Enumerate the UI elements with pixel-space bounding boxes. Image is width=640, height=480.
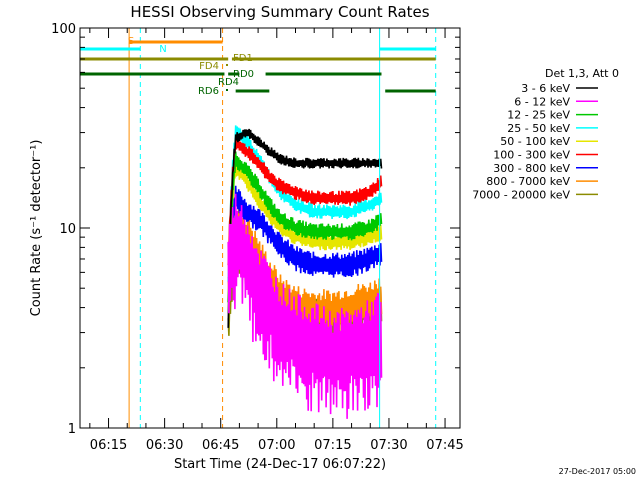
y-axis-label: Count Rate (s⁻¹ detector⁻¹)	[29, 140, 44, 317]
legend-title: Det 1,3, Att 0	[545, 67, 619, 80]
series-line-100-300kev	[227, 137, 383, 266]
series-line-12-25kev	[227, 151, 383, 303]
date-stamp: 27-Dec-2017 05:00	[559, 467, 636, 476]
x-tick-label: 07:00	[258, 438, 295, 453]
legend-label: 6 - 12 keV	[514, 95, 570, 108]
x-tick-label: 07:45	[426, 438, 463, 453]
chart-title: HESSI Observing Summary Count Rates	[130, 3, 429, 21]
flag-dot-fd4	[226, 64, 228, 66]
x-tick-label: 07:30	[370, 438, 407, 453]
flag-label-rd0: RD0	[233, 69, 254, 80]
y-tick-label: 100	[51, 22, 76, 37]
flag-label-s: S	[128, 36, 134, 47]
legend-label: 12 - 25 keV	[507, 109, 570, 122]
x-tick-label: 06:15	[90, 438, 127, 453]
x-tick-label: 06:30	[146, 438, 183, 453]
legend-label: 800 - 7000 keV	[486, 175, 570, 188]
y-tick-label: 1	[68, 422, 76, 437]
series-line-6-12kev	[227, 193, 383, 419]
legend-label: 3 - 6 keV	[521, 82, 570, 95]
flag-label-fd1: FD1	[233, 53, 253, 64]
flag-label-n: N	[159, 44, 166, 55]
flag-dot-rd6	[226, 89, 228, 91]
x-tick-label: 06:45	[202, 438, 239, 453]
x-axis-label: Start Time (24-Dec-17 06:07:22)	[174, 457, 386, 472]
legend-label: 7000 - 20000 keV	[472, 188, 570, 201]
series-line-25-50kev	[227, 125, 383, 282]
flag-label-rd6: RD6	[198, 86, 219, 97]
legend-label: 25 - 50 keV	[507, 122, 570, 135]
flag-label-rd4: RD4	[218, 77, 239, 88]
series-line-3-6kev	[227, 128, 383, 328]
flag-label-fd4: FD4	[199, 61, 219, 72]
series-line-300-800kev	[227, 185, 383, 284]
legend-label: 100 - 300 keV	[493, 149, 570, 162]
x-tick-label: 07:15	[314, 438, 351, 453]
y-tick-label: 10	[59, 222, 76, 237]
legend-label: 300 - 800 keV	[493, 162, 570, 175]
legend-label: 50 - 100 keV	[500, 135, 570, 148]
